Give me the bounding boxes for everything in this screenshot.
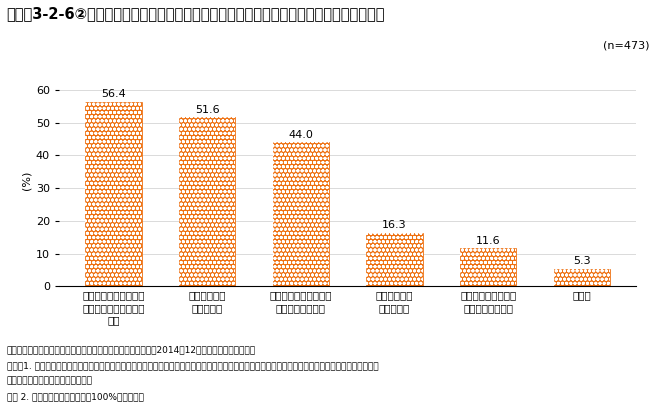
Text: 11.6: 11.6 [476,236,501,246]
Bar [460,248,516,286]
Bar [273,142,329,286]
Bar [179,117,236,286]
Text: 町村に対して尋ねている。: 町村に対して尋ねている。 [7,377,92,386]
Text: （注）1. 地域の主要産業にかかる消費・需要情報の中小企業への提供を、現在、「あまり実施していない」又は、「全く実施していない」と回答した市: （注）1. 地域の主要産業にかかる消費・需要情報の中小企業への提供を、現在、「あ… [7,361,379,370]
Y-axis label: (%): (%) [22,170,31,190]
Text: 51.6: 51.6 [195,105,219,115]
Text: コラム3-2-6②図　地域主要産業にかかる消費・需要情報提供をあまり実施していない理由: コラム3-2-6②図 地域主要産業にかかる消費・需要情報提供をあまり実施していな… [7,6,385,21]
Text: 56.4: 56.4 [101,89,126,99]
Bar [554,269,610,286]
Bar [85,102,142,286]
Bar [460,248,516,286]
Text: 44.0: 44.0 [289,130,314,140]
Text: (n=473): (n=473) [603,41,649,51]
Bar [554,269,610,286]
Text: 16.3: 16.3 [382,220,407,230]
Text: 資料：中小企業庁委託「地域活性化への取組に関する調査」（2014年12月、ランドブレイン㈱）: 資料：中小企業庁委託「地域活性化への取組に関する調査」（2014年12月、ランド… [7,346,256,355]
Bar [367,233,422,286]
Text: 2. 複数回答のため、合計は100%を超える。: 2. 複数回答のため、合計は100%を超える。 [7,392,144,401]
Bar [367,233,422,286]
Bar [85,102,142,286]
Bar [273,142,329,286]
Text: 5.3: 5.3 [573,256,591,266]
Bar [179,117,236,286]
